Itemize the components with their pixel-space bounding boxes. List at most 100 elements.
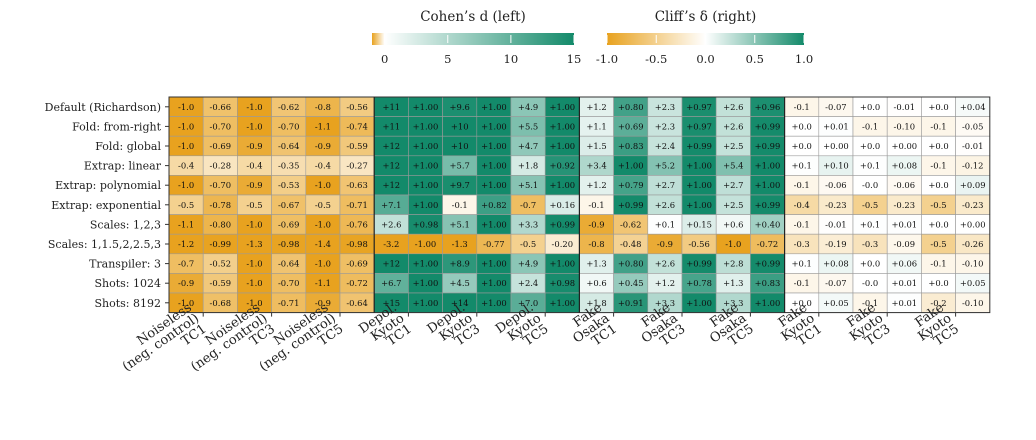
cell-label-d: +4.9 xyxy=(518,102,538,112)
cell-label-d: +6.7 xyxy=(381,278,401,288)
cell-label-d: +5.5 xyxy=(518,121,538,131)
cell-label-d: +12 xyxy=(382,259,400,269)
cell-label-delta: -0.98 xyxy=(346,239,367,249)
cell-label-d: +10 xyxy=(451,121,469,131)
cell-label-d: +0.0 xyxy=(928,278,948,288)
cell-label-d: +5.7 xyxy=(450,161,470,171)
cell-label-d: -1.0 xyxy=(178,298,194,308)
cell-label-d: +1.1 xyxy=(586,121,606,131)
cell-label-delta: -0.23 xyxy=(825,200,846,210)
cell-label-delta: -1.00 xyxy=(415,239,436,249)
colorbar-tick-label: -1.0 xyxy=(596,52,618,66)
cell-label-d: -1.1 xyxy=(315,121,331,131)
cell-label-delta: +1.00 xyxy=(686,161,712,171)
cell-label-d: +1.2 xyxy=(586,102,606,112)
cell-label-delta: +0.01 xyxy=(891,278,917,288)
cell-label-d: +12 xyxy=(382,161,400,171)
cell-label-delta: -0.12 xyxy=(962,161,983,171)
cell-label-delta: +1.00 xyxy=(686,298,712,308)
cell-label-delta: +1.00 xyxy=(481,278,507,288)
cell-label-d: -0.0 xyxy=(862,278,878,288)
cell-label-delta: +1.00 xyxy=(755,298,781,308)
cell-label-d: +14 xyxy=(451,298,469,308)
cell-label-delta: +0.00 xyxy=(960,219,986,229)
cell-label-delta: +1.00 xyxy=(549,259,575,269)
cell-label-d: -1.2 xyxy=(178,239,194,249)
cell-label-delta: -0.71 xyxy=(346,200,367,210)
cell-label-d: -0.1 xyxy=(862,298,878,308)
cell-label-d: -0.1 xyxy=(862,121,878,131)
colorbar-title: Cohen’s d (left) xyxy=(420,9,526,25)
cell-label-delta: -0.74 xyxy=(346,121,367,131)
cell-label-d: -1.0 xyxy=(246,278,262,288)
colorbar-tick-label: 1.0 xyxy=(795,52,813,66)
cell-label-delta: +0.99 xyxy=(755,259,781,269)
cell-label-d: -0.4 xyxy=(246,161,262,171)
cell-label-d: -0.5 xyxy=(930,200,946,210)
cell-label-delta: -0.77 xyxy=(483,239,504,249)
cell-label-delta: -0.99 xyxy=(210,239,231,249)
cell-label-delta: -0.48 xyxy=(620,239,641,249)
cell-label-delta: +1.00 xyxy=(481,161,507,171)
cell-label-d: +12 xyxy=(382,141,400,151)
cell-label-delta: +0.91 xyxy=(618,298,644,308)
cell-label-delta: -0.19 xyxy=(825,239,846,249)
cell-label-delta: +0.45 xyxy=(618,278,644,288)
cell-label-d: +7.0 xyxy=(518,298,538,308)
cell-label-d: -0.9 xyxy=(246,180,262,190)
cell-label-d: -0.1 xyxy=(794,180,810,190)
colorbar-tick-label: 5 xyxy=(444,52,451,66)
cell-label-d: -0.1 xyxy=(930,259,946,269)
cell-label-delta: +0.98 xyxy=(549,278,575,288)
cell-label-delta: -0.28 xyxy=(210,161,231,171)
cell-label-d: -1.0 xyxy=(315,259,331,269)
row-label: Scales: 1,1.5,2,2.5,3 xyxy=(48,238,161,251)
cell-label-d: +9.6 xyxy=(450,102,470,112)
cell-label-delta: +0.80 xyxy=(618,102,644,112)
cell-label-delta: -0.27 xyxy=(346,161,367,171)
row-label: Transpiler: 3 xyxy=(89,258,161,271)
cell-label-delta: +1.00 xyxy=(755,161,781,171)
cell-label-d: -0.5 xyxy=(930,239,946,249)
row-label: Fold: global xyxy=(95,140,161,153)
cell-label-delta: +0.99 xyxy=(549,219,575,229)
cell-label-d: -0.1 xyxy=(794,278,810,288)
cell-label-d: +5.2 xyxy=(655,161,675,171)
cell-label-delta: -0.59 xyxy=(210,278,231,288)
heatmap-grid: -1.0 -0.66 -1.0 -0.62 -0.8 -0.56 +11 +1.00 +9.6 +… xyxy=(168,96,991,314)
cell-label-d: -0.8 xyxy=(588,239,604,249)
cell-label-delta: +1.00 xyxy=(481,141,507,151)
cell-label-d: +0.0 xyxy=(792,298,812,308)
cell-label-delta: +0.79 xyxy=(618,180,644,190)
cell-label-d: -1.0 xyxy=(246,298,262,308)
cell-label-d: +0.1 xyxy=(860,161,880,171)
cell-label-d: +2.6 xyxy=(723,121,743,131)
cell-label-delta: -0.06 xyxy=(825,180,846,190)
cell-label-delta: -0.80 xyxy=(210,219,231,229)
cell-label-delta: -0.23 xyxy=(894,200,915,210)
cell-label-d: -1.0 xyxy=(246,259,262,269)
cell-label-delta: +1.00 xyxy=(549,121,575,131)
row-label: Shots: 1024 xyxy=(94,277,161,290)
cell-label-d: -0.9 xyxy=(178,278,194,288)
cell-label-delta: +0.01 xyxy=(823,121,849,131)
cell-label-delta: +0.83 xyxy=(755,278,781,288)
cell-label-delta: -0.07 xyxy=(825,278,846,288)
cell-label-d: +1.3 xyxy=(723,278,743,288)
cell-label-delta: -0.64 xyxy=(278,259,299,269)
cell-label-d: -1.3 xyxy=(452,239,468,249)
cell-label-delta: -0.62 xyxy=(278,102,299,112)
cell-label-d: -1.0 xyxy=(246,121,262,131)
cell-label-delta: -0.20 xyxy=(552,239,573,249)
cell-label-delta: +0.92 xyxy=(549,161,575,171)
cell-label-delta: -0.01 xyxy=(825,219,846,229)
cell-label-delta: -0.72 xyxy=(757,239,778,249)
cell-label-delta: -0.71 xyxy=(278,298,299,308)
cell-label-delta: -0.59 xyxy=(346,141,367,151)
cell-label-delta: +0.83 xyxy=(618,141,644,151)
cell-label-d: +2.6 xyxy=(381,219,401,229)
cell-label-delta: +1.00 xyxy=(413,200,439,210)
cell-label-d: -0.1 xyxy=(794,102,810,112)
cell-label-d: +0.1 xyxy=(792,259,812,269)
cell-label-d: +4.9 xyxy=(518,259,538,269)
